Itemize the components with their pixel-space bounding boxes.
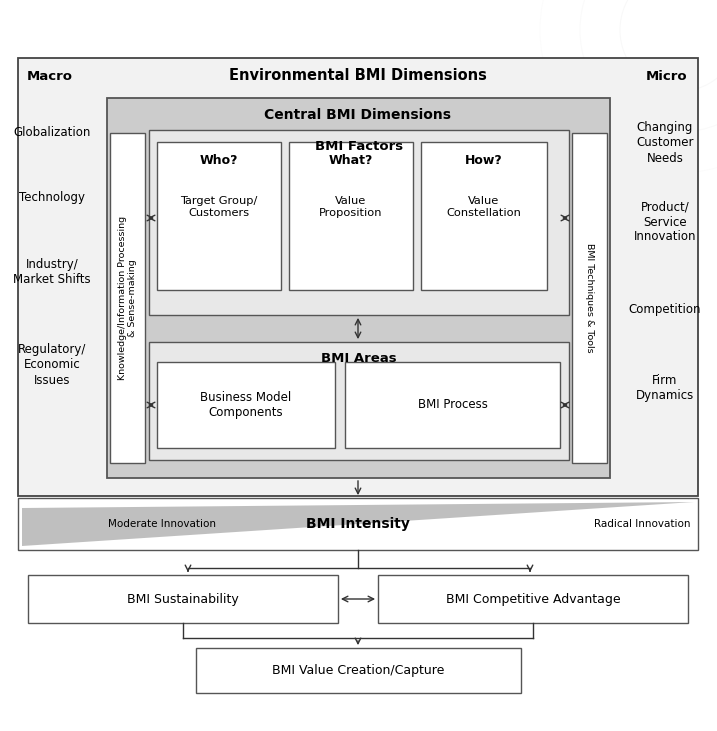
Bar bbox=[289, 142, 413, 290]
Text: Target Group/
Customers: Target Group/ Customers bbox=[180, 196, 257, 218]
Text: Moderate Innovation: Moderate Innovation bbox=[108, 519, 216, 529]
Text: Globalization: Globalization bbox=[14, 126, 90, 140]
Bar bbox=[345, 362, 560, 448]
Text: BMI Techniques & Tools: BMI Techniques & Tools bbox=[585, 243, 594, 353]
Bar bbox=[157, 362, 335, 448]
Text: Value
Constellation: Value Constellation bbox=[447, 196, 521, 218]
Text: BMI Value Creation/Capture: BMI Value Creation/Capture bbox=[272, 664, 445, 677]
Bar bbox=[110, 133, 145, 463]
Text: Value
Proposition: Value Proposition bbox=[319, 196, 383, 218]
Bar bbox=[107, 98, 610, 478]
Text: Who?: Who? bbox=[200, 154, 238, 167]
Text: Competition: Competition bbox=[629, 303, 701, 317]
Text: Product/
Service
Innovation: Product/ Service Innovation bbox=[634, 200, 696, 243]
Bar bbox=[572, 133, 607, 463]
Text: BMI Areas: BMI Areas bbox=[321, 352, 397, 365]
Text: Macro: Macro bbox=[27, 69, 73, 83]
Text: How?: How? bbox=[465, 154, 503, 167]
Text: BMI Sustainability: BMI Sustainability bbox=[127, 593, 239, 605]
Text: Industry/
Market Shifts: Industry/ Market Shifts bbox=[13, 258, 91, 286]
Text: Changing
Customer
Needs: Changing Customer Needs bbox=[636, 121, 694, 164]
Text: BMI Factors: BMI Factors bbox=[315, 140, 403, 153]
Bar bbox=[149, 342, 569, 460]
Text: Environmental BMI Dimensions: Environmental BMI Dimensions bbox=[229, 69, 487, 83]
Text: Radical Innovation: Radical Innovation bbox=[594, 519, 690, 529]
Text: BMI Process: BMI Process bbox=[417, 398, 488, 412]
Text: BMI Competitive Advantage: BMI Competitive Advantage bbox=[446, 593, 620, 605]
Text: Technology: Technology bbox=[19, 192, 85, 205]
Text: What?: What? bbox=[329, 154, 373, 167]
Text: Business Model
Components: Business Model Components bbox=[200, 391, 292, 419]
Text: Firm
Dynamics: Firm Dynamics bbox=[636, 374, 694, 402]
Bar bbox=[421, 142, 547, 290]
Bar bbox=[18, 498, 698, 550]
Text: Micro: Micro bbox=[646, 69, 688, 83]
Polygon shape bbox=[22, 502, 694, 546]
Bar bbox=[28, 575, 338, 623]
Text: Knowledge/Information Processing
& Sense-making: Knowledge/Information Processing & Sense… bbox=[118, 216, 137, 380]
Bar bbox=[157, 142, 281, 290]
Bar bbox=[378, 575, 688, 623]
Bar bbox=[196, 648, 521, 693]
Text: BMI Intensity: BMI Intensity bbox=[306, 517, 410, 531]
Text: Regulatory/
Economic
Issues: Regulatory/ Economic Issues bbox=[18, 344, 86, 387]
Bar bbox=[18, 58, 698, 496]
Text: Central BMI Dimensions: Central BMI Dimensions bbox=[265, 108, 452, 122]
Bar bbox=[149, 130, 569, 315]
